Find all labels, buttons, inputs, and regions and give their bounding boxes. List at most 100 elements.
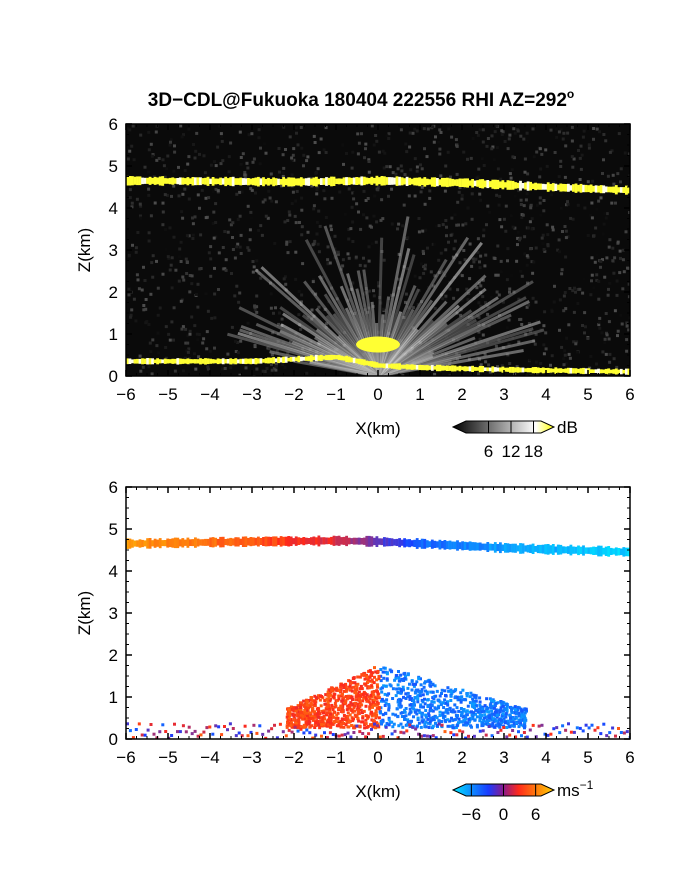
y-tick-label: 1: [109, 325, 118, 344]
noise-pixel: [483, 352, 487, 356]
fan-pixel: [368, 679, 371, 683]
noise-pixel: [142, 308, 146, 312]
noise-pixel: [300, 208, 304, 212]
layer-pixel: [209, 358, 212, 364]
cloud-pixel: [302, 537, 306, 546]
fan-pixel: [363, 677, 367, 681]
fan-pixel: [437, 698, 441, 702]
layer-pixel: [136, 358, 139, 364]
noise-pixel: [552, 181, 556, 185]
fan-pixel: [387, 716, 391, 720]
noise-pixel: [297, 313, 301, 317]
noise-pixel: [181, 216, 185, 220]
noise-pixel: [583, 311, 587, 315]
noise-pixel: [226, 352, 230, 356]
noise-pixel: [597, 320, 601, 324]
fan-pixel: [375, 678, 379, 682]
fan-pixel: [344, 701, 348, 705]
noise-pixel: [625, 338, 629, 342]
noise-pixel: [310, 285, 313, 288]
fan-pixel: [350, 695, 354, 699]
noise-pixel: [422, 127, 426, 131]
noise-pixel: [542, 199, 546, 202]
layer-pixel: [385, 363, 389, 369]
bl-pixel: [223, 725, 226, 728]
cloud-pixel: [221, 536, 225, 548]
fan-pixel: [334, 716, 338, 720]
fan-pixel: [393, 678, 397, 682]
fan-pixel: [399, 673, 403, 677]
noise-pixel: [300, 196, 304, 200]
noise-pixel: [288, 213, 292, 217]
noise-pixel: [519, 198, 523, 202]
noise-pixel: [300, 293, 304, 297]
fan-pixel: [446, 711, 450, 715]
fan-pixel: [319, 704, 323, 708]
fan-pixel: [349, 686, 353, 690]
fan-pixel: [351, 698, 354, 701]
fan-pixel: [429, 708, 433, 712]
noise-pixel: [621, 248, 625, 252]
noise-pixel: [169, 138, 173, 142]
cloud-pixel: [138, 539, 142, 548]
noise-pixel: [264, 214, 268, 218]
noise-pixel: [570, 139, 574, 143]
layer-pixel: [287, 357, 291, 362]
noise-pixel: [475, 286, 479, 290]
fan-pixel: [342, 714, 346, 717]
noise-pixel: [182, 133, 185, 137]
fan-pixel: [431, 709, 435, 713]
layer-pixel: [481, 179, 485, 189]
layer-pixel: [347, 356, 351, 363]
bl-pixel: [211, 732, 215, 736]
noise-pixel: [560, 268, 564, 272]
noise-pixel: [313, 141, 317, 144]
fan-pixel: [309, 696, 313, 700]
bl-pixel: [425, 734, 429, 738]
bl-pixel: [320, 734, 323, 738]
fan-pixel: [379, 699, 383, 703]
layer-pixel: [216, 178, 220, 185]
layer-pixel: [294, 357, 298, 361]
bl-pixel: [472, 734, 476, 738]
noise-pixel: [479, 254, 483, 258]
fan-pixel: [309, 711, 312, 715]
layer-pixel: [315, 354, 318, 362]
fan-pixel: [323, 699, 327, 702]
fan-pixel: [435, 689, 439, 693]
layer-pixel: [529, 368, 532, 373]
x-tick-label: 0: [373, 748, 382, 767]
noise-pixel: [605, 256, 609, 260]
fan-pixel: [480, 714, 484, 717]
fan-pixel: [406, 695, 410, 699]
noise-pixel: [170, 256, 174, 260]
fan-pixel: [316, 712, 320, 716]
fan-pixel: [504, 715, 508, 719]
noise-pixel: [529, 206, 533, 210]
fan-pixel: [344, 723, 348, 727]
cloud-pixel: [380, 538, 384, 546]
noise-pixel: [300, 146, 304, 150]
y-tick-label: 4: [109, 562, 118, 581]
noise-pixel: [277, 147, 281, 150]
noise-pixel: [498, 218, 502, 222]
noise-pixel: [184, 341, 188, 345]
noise-pixel: [428, 189, 432, 193]
fan-pixel: [358, 725, 362, 729]
noise-pixel: [209, 163, 213, 167]
fan-pixel: [457, 717, 461, 721]
layer-pixel: [430, 364, 434, 371]
layer-pixel: [262, 177, 265, 187]
noise-pixel: [538, 147, 542, 151]
cloud-pixel: [423, 538, 427, 549]
noise-pixel: [595, 278, 599, 282]
layer-pixel: [393, 363, 396, 369]
noise-pixel: [180, 210, 184, 214]
bl-pixel: [537, 724, 541, 728]
fan-pixel: [377, 716, 381, 720]
layer-pixel: [284, 178, 288, 186]
layer-pixel: [194, 177, 197, 186]
noise-pixel: [542, 248, 546, 251]
fan-pixel: [363, 726, 367, 730]
noise-pixel: [590, 201, 594, 205]
